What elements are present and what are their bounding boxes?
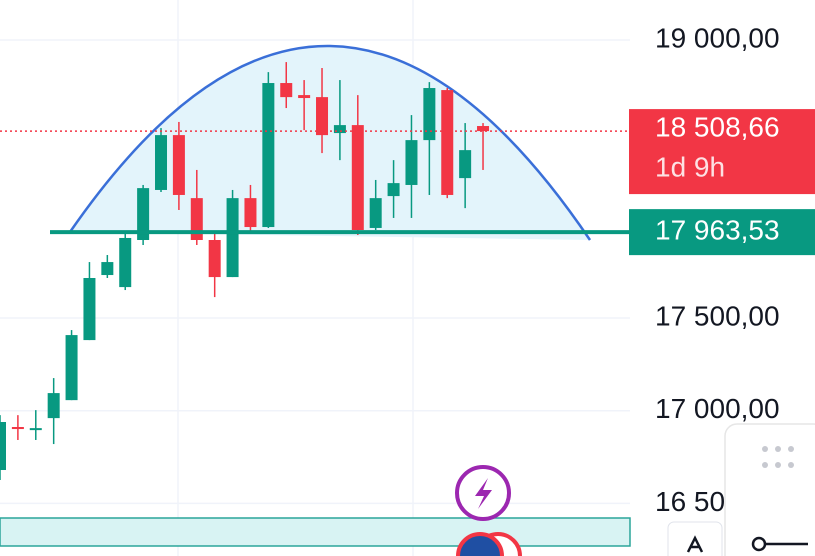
countdown-label: 1d 9h	[655, 151, 725, 182]
flag-circle	[456, 532, 504, 556]
scroll-icon	[686, 535, 704, 553]
trend-tool-icon	[751, 536, 767, 552]
candle	[208, 232, 221, 298]
candle	[405, 115, 418, 218]
candle	[369, 179, 382, 230]
candle	[477, 123, 490, 170]
flag-icon	[456, 532, 522, 556]
candle	[11, 415, 24, 440]
candle	[316, 68, 329, 154]
candle-body	[101, 262, 114, 276]
y-tick-label: 17 000,00	[655, 393, 780, 424]
candle	[119, 232, 132, 291]
candles	[0, 62, 490, 481]
candle	[280, 62, 293, 109]
candle-body	[119, 237, 132, 288]
candle	[262, 72, 275, 228]
price-lines	[0, 130, 630, 235]
candle-body	[190, 198, 203, 241]
candle-body	[316, 97, 329, 136]
lightning-button[interactable]	[455, 465, 511, 521]
indicator-band	[0, 517, 631, 547]
scroll-button[interactable]	[667, 521, 723, 556]
candle-body	[423, 88, 436, 141]
candle-body	[65, 335, 78, 401]
candle-body	[83, 278, 96, 341]
lightning-icon	[475, 478, 492, 509]
cup-fill	[70, 45, 590, 240]
candle	[333, 80, 346, 161]
candle-body	[155, 135, 168, 190]
candle-body	[405, 140, 418, 185]
candle-body	[226, 198, 239, 278]
candle	[155, 128, 168, 193]
panel	[724, 423, 815, 556]
candle	[351, 95, 364, 236]
candle-body	[441, 90, 454, 195]
cup-arc	[68, 44, 592, 241]
candle	[172, 121, 185, 210]
last-price-box	[629, 109, 815, 195]
y-tick-label: 19 000,00	[655, 22, 780, 53]
candle-body	[137, 188, 150, 241]
candle	[83, 262, 96, 341]
candle	[423, 82, 436, 195]
candle-body	[298, 95, 311, 99]
candle-body	[47, 393, 60, 419]
candle	[29, 410, 42, 440]
tool-panel[interactable]	[724, 423, 815, 556]
candle	[459, 123, 472, 209]
last-price-label: 18 508,66	[655, 111, 780, 142]
candle-body	[280, 83, 293, 98]
candle-body	[387, 183, 400, 197]
candle-body	[0, 422, 6, 471]
candle	[244, 184, 257, 233]
candle-body	[244, 198, 257, 228]
candle	[101, 255, 114, 278]
candle	[0, 415, 6, 481]
candle	[65, 330, 78, 401]
candle	[387, 160, 400, 218]
candle-body	[172, 135, 185, 195]
level-label: 17 963,53	[655, 215, 780, 246]
candle-body	[262, 83, 275, 228]
y-tick-label: 17 500,00	[655, 300, 780, 331]
candle	[298, 80, 311, 131]
level-label-box	[629, 209, 815, 256]
candle-body	[333, 125, 346, 134]
candle-body	[29, 428, 42, 431]
candle-body	[369, 198, 382, 228]
candle	[137, 184, 150, 246]
candle-body	[351, 125, 364, 230]
candle	[441, 88, 454, 199]
candle	[47, 378, 60, 445]
drag-handle	[762, 446, 794, 468]
candle-body	[477, 126, 490, 132]
candle-body	[208, 240, 221, 278]
candle-body	[459, 150, 472, 179]
candle-body	[11, 427, 24, 430]
